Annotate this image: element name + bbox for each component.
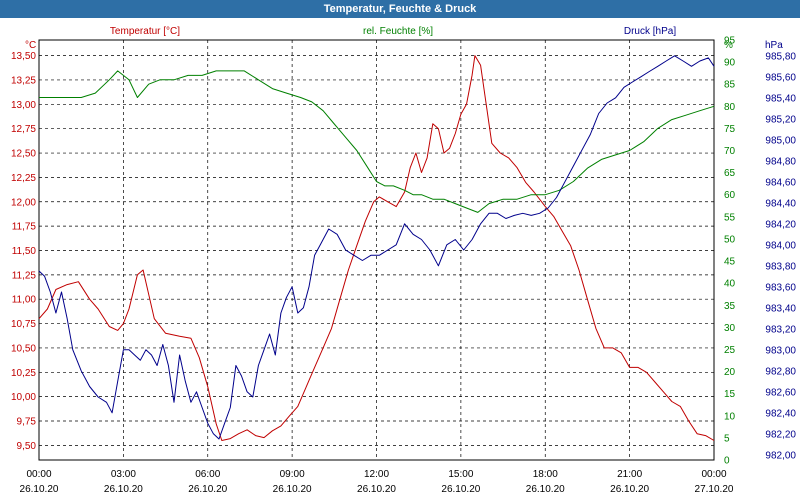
mid-tick-label: 45 bbox=[724, 257, 736, 268]
x-tick-date: 26.10.20 bbox=[357, 484, 396, 495]
x-tick-time: 03:00 bbox=[111, 469, 136, 480]
mid-tick-label: 30 bbox=[724, 323, 736, 334]
mid-tick-label: 95 bbox=[724, 36, 736, 47]
left-tick-label: 10,00 bbox=[11, 392, 36, 403]
right-tick-label: 983,00 bbox=[765, 345, 796, 356]
mid-tick-label: 55 bbox=[724, 212, 736, 223]
x-tick-time: 12:00 bbox=[364, 469, 389, 480]
x-tick-date: 26.10.20 bbox=[20, 484, 59, 495]
right-tick-label: 982,20 bbox=[765, 429, 796, 440]
x-tick-time: 15:00 bbox=[448, 469, 473, 480]
mid-tick-label: 40 bbox=[724, 279, 736, 290]
mid-tick-label: 90 bbox=[724, 58, 736, 69]
humidity-line bbox=[39, 70, 715, 213]
left-tick-label: 11,00 bbox=[12, 295, 37, 306]
x-tick-time: 09:00 bbox=[280, 469, 305, 480]
right-tick-label: 982,00 bbox=[765, 450, 796, 461]
right-tick-label: 982,80 bbox=[765, 366, 796, 377]
mid-tick-label: 10 bbox=[724, 411, 736, 422]
x-tick-date: 27.10.20 bbox=[695, 484, 734, 495]
mid-tick-label: 70 bbox=[724, 146, 736, 157]
left-tick-label: 12,50 bbox=[11, 149, 36, 160]
right-tick-label: 985,00 bbox=[765, 135, 796, 146]
temperature-line bbox=[38, 55, 715, 441]
right-tick-label: 984,20 bbox=[765, 219, 796, 230]
mid-tick-label: 60 bbox=[724, 190, 736, 201]
x-tick-time: 06:00 bbox=[195, 469, 220, 480]
right-tick-label: 985,80 bbox=[765, 51, 796, 62]
right-tick-label: 985,40 bbox=[765, 93, 796, 104]
x-tick-date: 26.10.20 bbox=[526, 484, 565, 495]
legend-temperature: Temperatur [°C] bbox=[110, 26, 180, 37]
right-tick-label: 985,20 bbox=[765, 114, 796, 125]
left-tick-label: 13,00 bbox=[11, 100, 36, 111]
left-tick-label: 12,25 bbox=[11, 173, 36, 184]
x-tick-time: 18:00 bbox=[533, 469, 558, 480]
left-tick-label: 11,25 bbox=[12, 270, 37, 281]
left-tick-label: 11,50 bbox=[12, 246, 37, 257]
right-tick-label: 984,00 bbox=[765, 240, 796, 251]
mid-tick-label: 0 bbox=[724, 456, 730, 467]
x-tick-date: 26.10.20 bbox=[610, 484, 649, 495]
right-tick-label: 984,80 bbox=[765, 156, 796, 167]
left-tick-label: 10,50 bbox=[11, 343, 36, 354]
mid-tick-label: 50 bbox=[724, 234, 736, 245]
right-tick-label: 984,60 bbox=[765, 177, 796, 188]
unit-mid: % bbox=[724, 40, 733, 51]
right-tick-label: 983,80 bbox=[765, 261, 796, 272]
left-tick-label: 12,75 bbox=[11, 124, 36, 135]
x-tick-time: 00:00 bbox=[701, 469, 726, 480]
left-tick-label: 10,75 bbox=[11, 319, 36, 330]
right-tick-label: 982,60 bbox=[765, 387, 796, 398]
right-tick-label: 985,60 bbox=[765, 72, 796, 83]
mid-tick-label: 85 bbox=[724, 80, 736, 91]
unit-left: °C bbox=[25, 40, 36, 51]
legend-humidity: rel. Feuchte [%] bbox=[363, 26, 433, 37]
mid-tick-label: 75 bbox=[724, 124, 736, 135]
right-tick-label: 983,20 bbox=[765, 324, 796, 335]
pressure-line bbox=[38, 55, 715, 440]
x-tick-time: 21:00 bbox=[617, 469, 642, 480]
left-tick-label: 9,75 bbox=[17, 417, 37, 428]
mid-tick-label: 65 bbox=[724, 168, 736, 179]
left-tick-label: 12,00 bbox=[11, 197, 36, 208]
mid-tick-label: 5 bbox=[724, 433, 730, 444]
x-tick-date: 26.10.20 bbox=[104, 484, 143, 495]
mid-tick-label: 80 bbox=[724, 102, 736, 113]
left-tick-label: 10,25 bbox=[11, 368, 36, 379]
left-tick-label: 13,50 bbox=[11, 51, 36, 62]
left-tick-label: 13,25 bbox=[11, 75, 36, 86]
unit-right: hPa bbox=[765, 40, 783, 51]
x-tick-date: 26.10.20 bbox=[188, 484, 227, 495]
mid-tick-label: 35 bbox=[724, 301, 736, 312]
x-tick-date: 26.10.20 bbox=[273, 484, 312, 495]
x-tick-time: 00:00 bbox=[26, 469, 51, 480]
right-tick-label: 982,40 bbox=[765, 408, 796, 419]
right-tick-label: 983,40 bbox=[765, 303, 796, 314]
mid-tick-label: 25 bbox=[724, 345, 736, 356]
legend-pressure: Druck [hPa] bbox=[624, 26, 676, 37]
left-tick-label: 11,75 bbox=[12, 222, 37, 233]
x-tick-date: 26.10.20 bbox=[441, 484, 480, 495]
left-tick-label: 9,50 bbox=[17, 441, 37, 452]
chart-title: Temperatur, Feuchte & Druck bbox=[0, 0, 800, 18]
right-tick-label: 984,40 bbox=[765, 198, 796, 209]
mid-tick-label: 15 bbox=[724, 389, 736, 400]
mid-tick-label: 20 bbox=[724, 367, 736, 378]
right-tick-label: 983,60 bbox=[765, 282, 796, 293]
